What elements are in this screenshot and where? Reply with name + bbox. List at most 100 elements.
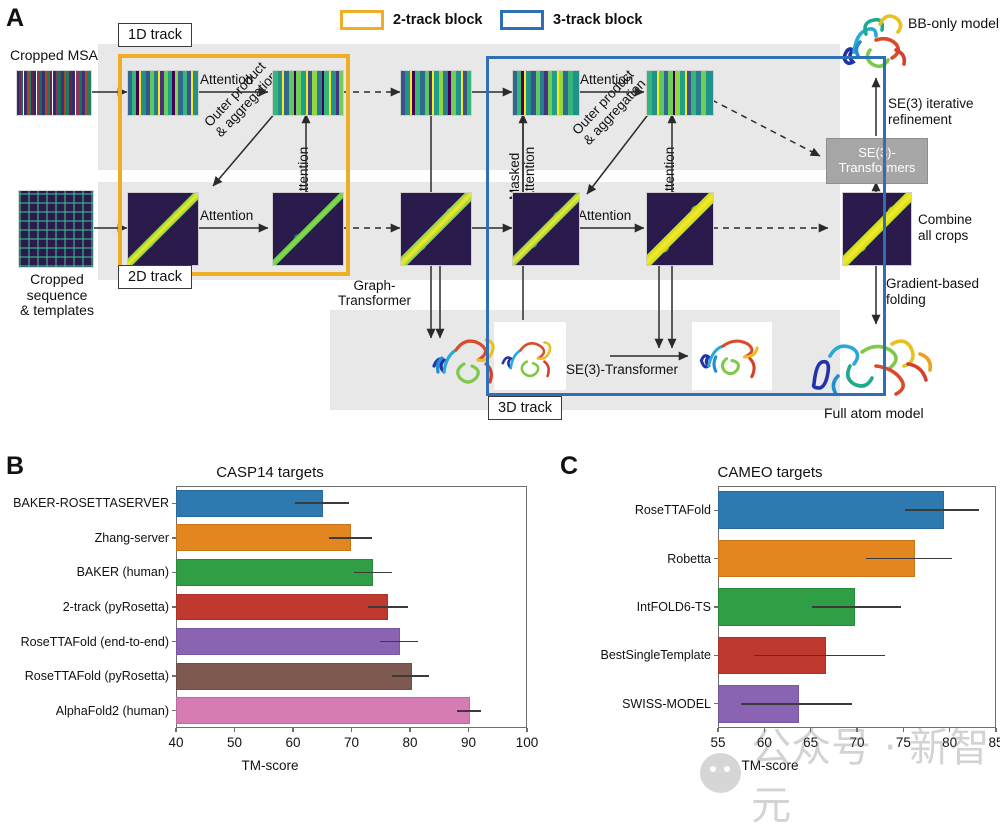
error-bar — [741, 703, 853, 705]
error-bar — [328, 537, 372, 539]
cropped-sequence-templates-thumbnail — [18, 190, 94, 268]
y-tick-label: 2-track (pyRosetta) — [62, 600, 169, 614]
y-tick-mark — [714, 654, 718, 657]
bar — [176, 558, 373, 586]
y-tick-label: BAKER (human) — [76, 565, 169, 580]
error-bar — [754, 654, 885, 657]
x-tick-mark — [717, 728, 719, 732]
y-tick-mark — [172, 571, 176, 574]
three-track-block-outline — [486, 56, 886, 396]
panel-letter-b: B — [6, 452, 25, 480]
legend-3-track-block: 3-track block — [500, 8, 642, 32]
x-tick-mark — [948, 728, 951, 732]
x-tick-label: 75 — [895, 735, 911, 750]
y-tick-mark — [172, 502, 176, 504]
y-tick-mark — [172, 675, 176, 677]
chart-c-title: CAMEO targets — [717, 464, 823, 481]
legend-swatch-3-track — [500, 10, 544, 30]
x-tick-label: 60 — [285, 735, 301, 750]
tag-3d-track: 3D track — [488, 396, 562, 420]
x-tick-mark — [409, 728, 411, 732]
cropped-msa-thumbnail — [16, 70, 92, 116]
error-bar — [457, 709, 482, 712]
two-track-block-outline — [118, 54, 350, 276]
error-bar — [379, 640, 419, 643]
legend-2-track-block: 2-track block — [340, 8, 482, 32]
x-tick-mark — [902, 728, 905, 732]
tag-2d-track: 2D track — [118, 265, 192, 289]
msa-feature-tile-2 — [272, 70, 344, 116]
error-bar — [905, 509, 980, 511]
y-tick-mark — [172, 606, 176, 608]
x-tick-mark — [292, 728, 294, 732]
x-tick-label: 70 — [849, 735, 865, 750]
x-tick-mark — [809, 728, 812, 732]
pair-feature-tile-3 — [400, 192, 472, 266]
x-tick-mark — [763, 728, 766, 732]
error-bar — [811, 606, 902, 608]
x-tick-label: 60 — [756, 735, 772, 750]
y-tick-label: AlphaFold2 (human) — [55, 703, 169, 718]
error-bar — [866, 557, 952, 560]
bar — [176, 697, 471, 725]
chart-b-xaxis-title: TM-score — [241, 758, 299, 773]
chart-c-xaxis-title: TM-score — [741, 758, 799, 773]
bar — [176, 524, 351, 552]
pair-feature-tile-5 — [646, 192, 714, 266]
panel-a-architecture-diagram: A 2-track block 3-track block — [6, 4, 1000, 421]
y-tick-mark — [172, 640, 176, 643]
input-label-cropped-msa: Cropped MSA — [10, 47, 98, 63]
diagram-connectors — [92, 77, 881, 361]
x-tick-mark — [350, 728, 353, 732]
x-tick-label: 100 — [515, 735, 539, 750]
msa-feature-tile-3 — [400, 70, 472, 116]
se3-transformers-box[interactable]: SE(3)- Transformers — [826, 138, 928, 184]
edge-label-attention-1d-1: Attention — [200, 72, 254, 87]
error-bar — [295, 502, 350, 505]
edge-label-attention-2d-1: Attention — [200, 208, 254, 223]
legend-swatch-2-track — [340, 10, 384, 30]
panel-b-casp14-chart: B CASP14 targets TM-score BAKER-ROSETTAS… — [0, 446, 540, 786]
protein-ribbon-graph-transformer — [432, 338, 495, 384]
bar — [176, 593, 388, 621]
output-label-full-atom-model: Full atom model — [824, 405, 924, 421]
error-bar — [391, 675, 429, 677]
edge-label-gradient-based-folding: Gradient-based folding — [886, 276, 980, 307]
chart-b-title: CASP14 targets — [216, 464, 324, 481]
panel-letter-c: C — [560, 452, 579, 480]
y-tick-label: RoseTTAFold (pyRosetta) — [24, 669, 169, 684]
x-tick-mark — [995, 728, 997, 732]
edge-label-attention-1d-2: Attention — [580, 72, 634, 87]
tag-1d-track: 1D track — [118, 23, 192, 47]
y-tick-mark — [714, 509, 718, 511]
x-tick-mark — [175, 728, 177, 732]
x-tick-label: 85 — [988, 735, 1000, 750]
legend-label-2-track: 2-track block — [393, 12, 483, 28]
pair-feature-tile-4 — [512, 192, 580, 266]
bar — [176, 628, 401, 656]
edge-label-attention-2d-2: Attention — [578, 208, 632, 223]
y-tick-label: BAKER-ROSETTASERVER — [13, 496, 169, 511]
x-tick-mark — [526, 728, 528, 732]
x-tick-label: 70 — [343, 735, 360, 750]
panel-c-cameo-chart: C CAMEO targets TM-score RoseTTAFold Robe… — [540, 446, 1000, 786]
x-tick-mark — [467, 728, 470, 732]
output-label-bb-only-model: BB-only model — [908, 15, 1000, 31]
x-tick-label: 90 — [460, 735, 477, 750]
edge-label-se3-transformer: SE(3)-Transformer — [566, 362, 679, 377]
x-tick-label: 65 — [803, 735, 819, 750]
x-tick-label: 40 — [168, 735, 184, 750]
protein-ribbon-3dtrack-input — [501, 341, 552, 378]
x-tick-label: 80 — [942, 735, 958, 750]
x-tick-label: 55 — [710, 735, 726, 750]
x-tick-mark — [233, 728, 236, 732]
pair-feature-tile-combined — [842, 192, 912, 266]
msa-feature-tile-4 — [512, 70, 580, 116]
y-tick-label: Robetta — [667, 551, 711, 566]
msa-feature-tile-1 — [127, 70, 199, 116]
edge-label-combine-all-crops: Combine all crops — [918, 212, 973, 243]
protein-ribbon-3dtrack-output — [699, 339, 759, 379]
x-tick-mark — [856, 728, 858, 732]
y-tick-label: RoseTTAFold — [634, 503, 711, 518]
edge-label-graph-transformer: Graph- Transformer — [338, 278, 412, 309]
